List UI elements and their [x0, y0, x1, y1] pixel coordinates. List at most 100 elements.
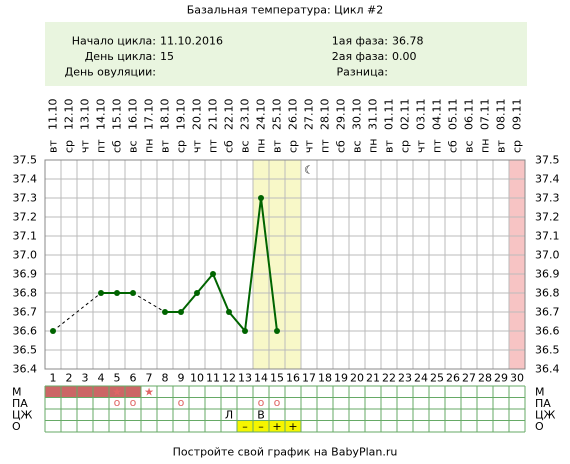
moon: ☾: [304, 164, 314, 177]
date-label: 28.10: [319, 99, 332, 131]
menstruation: [61, 386, 77, 398]
weekday-label: вт: [383, 140, 396, 153]
date-label: 22.10: [223, 99, 236, 131]
info-label: Начало цикла:: [72, 35, 156, 48]
y-tick-label: 37.5: [13, 154, 38, 167]
y-tick-label-right: 37.5: [535, 154, 560, 167]
ovulation-test-label: +: [272, 420, 281, 433]
y-tick-label-right: 37.0: [535, 249, 560, 262]
info-value: 11.10.2016: [160, 35, 223, 48]
day-number: 14: [254, 372, 268, 385]
day-number: 5: [114, 372, 121, 385]
weekday-label: сб: [111, 140, 124, 153]
day-number: 8: [162, 372, 169, 385]
weekday-label: вс: [239, 140, 252, 153]
connector: [180, 292, 198, 313]
pa-mark: o: [178, 396, 185, 409]
weekday-label: вт: [495, 140, 508, 153]
day-number: 25: [430, 372, 444, 385]
date-label: 04.11: [431, 99, 444, 131]
day-number: 30: [510, 372, 524, 385]
row-label-right: М: [535, 385, 545, 398]
date-label: 18.10: [159, 99, 172, 131]
day-number: 15: [270, 372, 284, 385]
weekday-label: пн: [479, 139, 492, 153]
weekday-label: вт: [47, 140, 60, 153]
date-label: 12.10: [63, 99, 76, 131]
day-number: 22: [382, 372, 396, 385]
data-point: [242, 328, 248, 334]
connector: [52, 292, 102, 332]
y-tick-label: 36.6: [13, 325, 38, 338]
day-number: 10: [190, 372, 204, 385]
y-tick-label-right: 37.1: [535, 230, 560, 243]
pa-mark: o: [130, 396, 137, 409]
day-number: 20: [350, 372, 364, 385]
weekday-label: ср: [399, 140, 412, 153]
day-number: 27: [462, 372, 476, 385]
day-number: 2: [66, 372, 73, 385]
plot-border: [44, 159, 526, 370]
date-label: 13.10: [79, 99, 92, 131]
date-label: 05.11: [447, 99, 460, 131]
connector: [260, 197, 278, 332]
pa-mark: o: [258, 396, 265, 409]
data-point: [98, 290, 104, 296]
weekday-label: вс: [463, 140, 476, 153]
date-label: 03.11: [415, 99, 428, 131]
y-tick-label-right: 36.6: [535, 325, 560, 338]
weekday-label: вс: [127, 140, 140, 153]
weekday-label: сб: [447, 140, 460, 153]
date-label: 07.11: [479, 99, 492, 131]
star: ★: [112, 385, 122, 398]
current-day: [509, 160, 525, 369]
y-tick-label-right: 36.9: [535, 268, 560, 281]
info-box: [45, 22, 527, 86]
weekday-label: сб: [223, 140, 236, 153]
y-tick-label: 37.1: [13, 230, 38, 243]
date-label: 19.10: [175, 99, 188, 131]
info-label: 1ая фаза:: [332, 35, 388, 48]
cm-label: Л: [225, 408, 233, 421]
date-label: 31.10: [367, 99, 380, 131]
day-number: 11: [206, 372, 220, 385]
weekday-label: чт: [79, 140, 92, 153]
connector: [228, 311, 246, 332]
day-number: 19: [334, 372, 348, 385]
row-label: ЦЖ: [12, 408, 33, 421]
menstruation: [109, 386, 125, 398]
y-tick-label: 37.0: [13, 249, 38, 262]
day-number: 26: [446, 372, 460, 385]
cm-label: В: [257, 408, 265, 421]
date-label: 20.10: [191, 99, 204, 131]
connector: [132, 292, 166, 313]
row-label-right: ЦЖ: [535, 408, 556, 421]
info-value: 36.78: [392, 35, 424, 48]
day-number: 6: [130, 372, 137, 385]
y-tick-label: 36.7: [13, 306, 38, 319]
day-number: 13: [238, 372, 252, 385]
y-tick-label: 36.4: [13, 363, 38, 376]
pa-mark: o: [274, 396, 281, 409]
ovulation-test-cell: [269, 420, 285, 432]
weekday-label: пн: [143, 139, 156, 153]
info-value: 15: [160, 50, 174, 63]
menstruation: [45, 386, 61, 398]
date-label: 11.10: [47, 99, 60, 131]
ovulation-test-label: +: [288, 420, 297, 433]
connector: [212, 273, 230, 313]
info-label: Разница:: [337, 66, 389, 79]
weekday-label: вт: [159, 140, 172, 153]
date-label: 21.10: [207, 99, 220, 131]
date-label: 06.11: [463, 99, 476, 131]
date-label: 16.10: [127, 99, 140, 131]
date-label: 09.11: [511, 99, 524, 131]
date-label: 02.11: [399, 99, 412, 131]
connector: [244, 197, 262, 332]
weekday-label: пн: [367, 139, 380, 153]
weekday-label: чт: [303, 140, 316, 153]
star: ★: [144, 385, 154, 398]
date-label: 25.10: [271, 99, 284, 131]
data-point: [114, 290, 120, 296]
